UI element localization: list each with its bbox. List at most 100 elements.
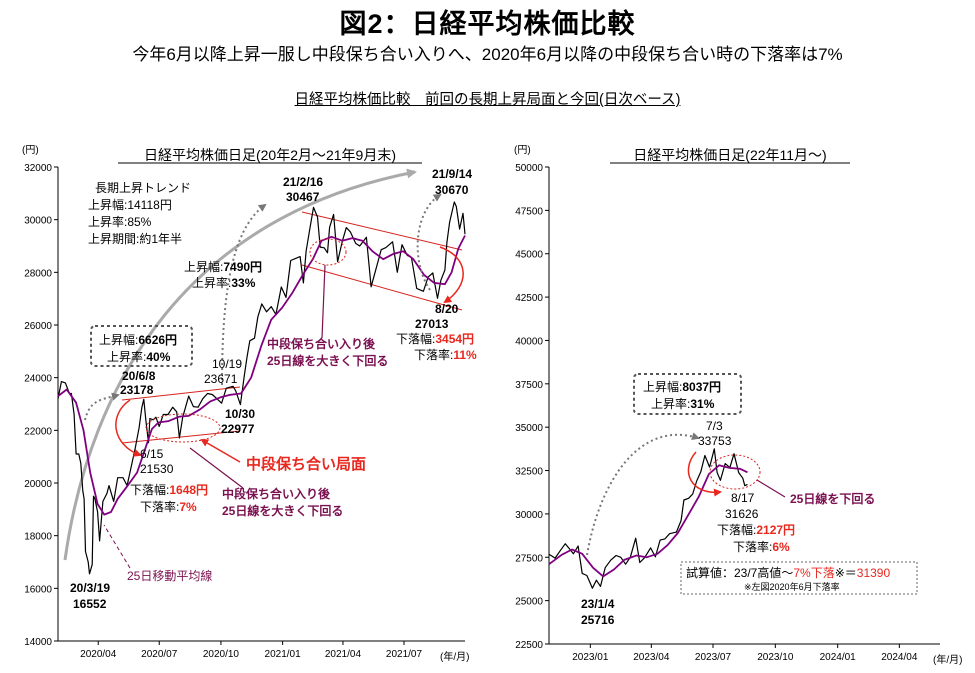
range-upper-line [121, 386, 241, 401]
chart2-ytick-label: 35000 [515, 423, 543, 434]
calc-line: 試算値：23/7高値～7%下落※＝31390 [686, 565, 890, 580]
label-0820-date: 8/20 [435, 302, 459, 316]
note2-line1: 中段保ち合い入り後 [267, 336, 376, 351]
chart1-ytick-label: 16000 [24, 584, 52, 595]
note1-line1: 中段保ち合い入り後 [222, 486, 331, 501]
chart2: 日経平均株価日足(22年11月～) (円) (年/月) 22500 25000 27… [514, 145, 962, 666]
chart2-ytick-label: 37500 [515, 380, 543, 391]
chart1-xtick-label: 2020/04 [80, 649, 117, 660]
chart1-ytick-label: 32000 [24, 163, 52, 174]
chart1-axes: 14000 16000 18000 20000 22000 24000 26000 28000… [24, 163, 465, 660]
label-0608-value: 23178 [120, 383, 154, 397]
chart2-ytick-label: 32500 [515, 467, 543, 478]
rise2-rate: 上昇率:33% [192, 275, 256, 290]
calc-box [680, 561, 918, 595]
range-lower-line [121, 430, 241, 444]
chart2-price-line [548, 448, 748, 589]
fall3-rate: 下落率:6% [733, 539, 790, 554]
chart1-xtick-label: 2021/04 [325, 649, 362, 660]
rise-box-1 [90, 325, 193, 367]
chart2-series [548, 448, 748, 589]
label-1030-date: 10/30 [225, 407, 255, 421]
chart1-title: 日経平均株価日足(20年2月～21年9月末) [144, 147, 396, 163]
label-0216-value: 30467 [286, 190, 320, 204]
chart1-series [57, 201, 466, 575]
chart1: 日経平均株価日足(20年2月～21年9月末) (円) (年/月) 14000 16… [22, 145, 477, 663]
label-0216-date: 21/2/16 [283, 175, 323, 189]
label-0104-date: 23/1/4 [581, 597, 615, 611]
chart2-ytick-label: 42500 [515, 293, 543, 304]
note1-line2: 25日線を大きく下回る [222, 503, 343, 518]
pointer-ma [103, 524, 131, 569]
chart2-ytick-label: 45000 [515, 250, 543, 261]
label-1019-date: 10/19 [212, 357, 242, 371]
chart2-ytick-label: 40000 [515, 336, 543, 347]
calc-note: ※左図2020年6月下落率 [744, 581, 840, 592]
dotted-arc-2 [221, 203, 267, 386]
chart2-y-unit: (円) [514, 145, 531, 156]
chart1-price-line [57, 201, 466, 575]
fall1-rate: 下落率:7% [140, 499, 197, 514]
label-0104-value: 25716 [581, 613, 615, 627]
pointer-note-2 [321, 264, 326, 339]
rise2-amount: 上昇幅:7490円 [184, 259, 262, 274]
consolidation-label: 中段保ち合い局面 [246, 455, 366, 473]
rise-box-2 [633, 373, 742, 415]
chart1-y-unit: (円) [22, 145, 39, 156]
chart1-xtick-label: 2020/07 [141, 649, 178, 660]
fall3-amount: 下落幅:2127円 [717, 522, 795, 537]
chart2-ma25-line [548, 464, 748, 578]
dotted-ellipse-3 [709, 454, 761, 490]
chart1-ytick-label: 14000 [24, 637, 52, 648]
dotted-ellipse-2 [309, 238, 347, 266]
rise3-rate: 上昇率:31% [651, 396, 715, 411]
fall2-amount: 下落幅:3454円 [396, 331, 474, 346]
label-0615-value: 21530 [140, 462, 174, 476]
chart1-ytick-label: 26000 [24, 321, 52, 332]
chart1-ytick-label: 24000 [24, 374, 52, 385]
chart1-ytick-label: 22000 [24, 426, 52, 437]
chart2-ytick-label: 47500 [515, 206, 543, 217]
label-0319-date: 20/3/19 [70, 581, 110, 595]
dotted-ellipse-1 [145, 413, 221, 443]
fall2-rate: 下落率:11% [414, 347, 477, 362]
chart1-x-unit: (年/月) [440, 650, 469, 663]
fall1-amount: 下落幅:1648円 [130, 482, 208, 497]
chart1-xtick-label: 2021/01 [265, 649, 302, 660]
dotted-arc-4 [586, 432, 700, 556]
label-0615-date: 6/15 [140, 447, 164, 461]
rise1-amount: 上昇幅:6626円 [99, 332, 177, 347]
red-arrow-3 [200, 438, 241, 463]
chart2-xtick-label: 2023/01 [572, 652, 609, 663]
chart2-xtick-label: 2024/04 [881, 652, 918, 663]
chart1-ytick-label: 20000 [24, 479, 52, 490]
chart2-xtick-label: 2023/10 [757, 652, 794, 663]
chart1-ytick-label: 30000 [24, 216, 52, 227]
chart2-ytick-label: 25000 [515, 597, 543, 608]
note2-line2: 25日線を大きく下回る [267, 353, 388, 368]
note3: 25日線を下回る [790, 491, 875, 506]
dotted-arc-3 [416, 193, 442, 291]
chart2-xtick-label: 2023/04 [633, 652, 670, 663]
dotted-arc-1 [84, 392, 120, 421]
chart1-ma25-line [57, 235, 466, 516]
label-0319-value: 16552 [73, 597, 107, 611]
chart1-ytick-label: 28000 [24, 268, 52, 279]
page-subtitle: 今年6月以降上昇一服し中段保ち合い入りへ、2020年6月以降の中段保ち合い時の下… [132, 45, 843, 64]
chart2-ytick-label: 22500 [515, 640, 543, 651]
page-title: 図2：日経平均株価比較 [339, 9, 636, 39]
red-arrow-1 [115, 399, 142, 457]
channel-upper-line [301, 211, 463, 251]
label-0703-date: 7/3 [706, 419, 723, 433]
red-arrow-2 [439, 246, 464, 304]
trend-label: 長期上昇トレンド [95, 181, 191, 195]
chart2-xtick-label: 2023/07 [695, 652, 732, 663]
label-0817-value: 31626 [725, 507, 759, 521]
chart1-xtick-label: 2021/07 [386, 649, 423, 660]
pointer-note-3 [756, 479, 786, 498]
chart2-xtick-label: 2024/01 [820, 652, 857, 663]
label-0914-date: 21/9/14 [432, 167, 472, 181]
trend-rise: 上昇幅:14118円 [88, 197, 172, 212]
chart1-xtick-label: 2020/10 [203, 649, 240, 660]
label-1030-value: 22977 [221, 422, 255, 436]
